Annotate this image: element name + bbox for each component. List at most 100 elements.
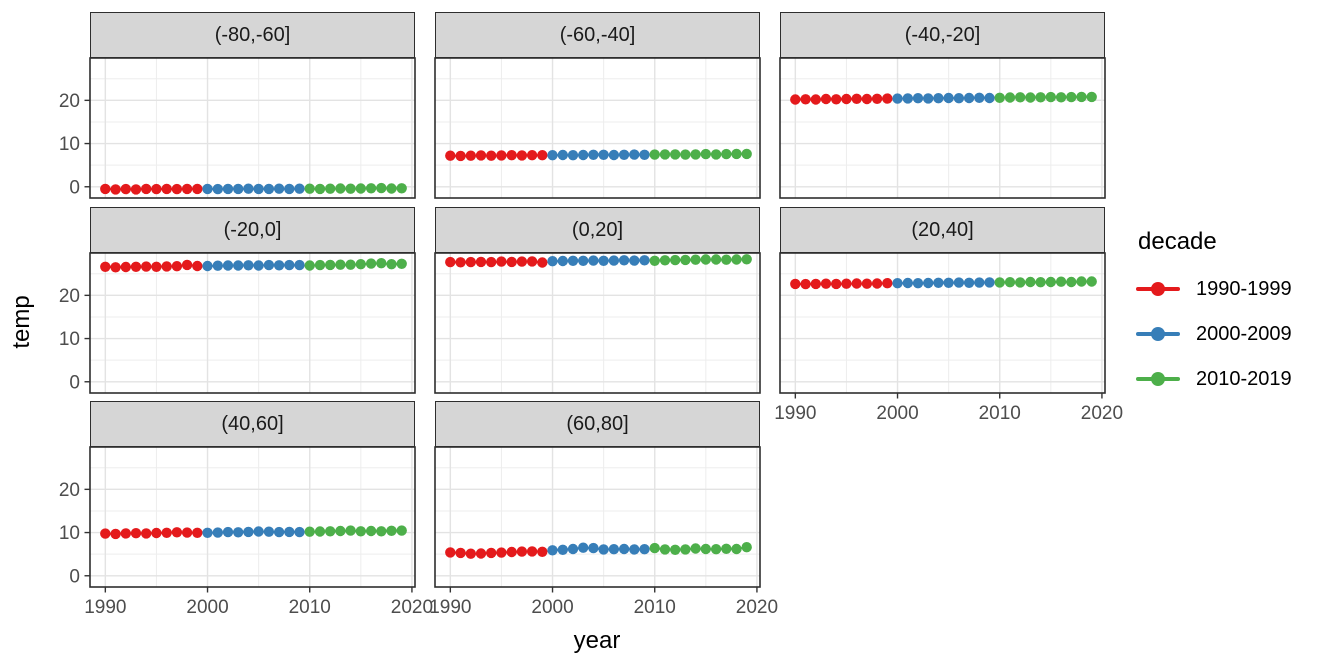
data-point xyxy=(120,528,131,539)
data-point xyxy=(171,183,183,195)
legend-title: decade xyxy=(1138,228,1217,255)
points-2010-2019 xyxy=(649,542,752,555)
data-point xyxy=(547,256,558,267)
data-point xyxy=(171,261,183,272)
data-point xyxy=(212,183,223,195)
data-point xyxy=(731,254,742,265)
gridlines xyxy=(90,447,415,587)
data-point xyxy=(639,255,650,266)
data-point xyxy=(253,526,264,537)
points-2000-2009 xyxy=(202,526,305,538)
data-point xyxy=(933,277,944,288)
data-point xyxy=(1035,277,1046,288)
data-point xyxy=(141,528,152,539)
facet-5: (20,40] 1990 2000 2010 2020 xyxy=(732,207,1123,431)
x-axis-tick-label: 2000 xyxy=(876,403,918,424)
data-point xyxy=(639,149,650,160)
data-point xyxy=(386,259,397,270)
data-point xyxy=(639,544,650,555)
data-point xyxy=(202,527,213,538)
data-point xyxy=(355,259,366,270)
data-point xyxy=(567,543,579,555)
data-point xyxy=(396,183,407,194)
legend: decade 1990-1999 2000-2009 2010-2019 xyxy=(1136,228,1292,411)
data-point xyxy=(1055,276,1067,287)
data-point xyxy=(831,94,842,105)
x-axis-tick-label: 1990 xyxy=(84,597,126,618)
legend-entry: 2000-2009 xyxy=(1136,321,1292,347)
data-point xyxy=(304,260,315,271)
data-point xyxy=(912,93,924,104)
data-point xyxy=(465,548,476,559)
x-axis-tick-label: 2000 xyxy=(531,597,573,618)
data-point xyxy=(365,183,377,194)
data-point xyxy=(212,527,223,538)
data-point xyxy=(455,257,466,268)
legend-key-icon xyxy=(1136,369,1180,389)
facet-2: (-40,-20] xyxy=(732,12,1111,236)
data-point xyxy=(110,184,121,195)
points-1990-1999 xyxy=(790,93,893,105)
data-point xyxy=(810,94,821,105)
data-point xyxy=(741,148,752,160)
data-point xyxy=(284,526,295,538)
data-point xyxy=(130,261,142,272)
data-point xyxy=(1066,276,1077,288)
data-point xyxy=(588,149,599,160)
data-point xyxy=(243,260,254,271)
data-point xyxy=(151,183,162,195)
data-point xyxy=(526,546,538,557)
data-point xyxy=(365,258,377,269)
data-point xyxy=(700,254,711,265)
data-point xyxy=(1045,91,1056,103)
data-point xyxy=(486,150,497,161)
points-1990-1999 xyxy=(100,183,203,195)
facet-strip-label: (40,60] xyxy=(90,401,415,447)
y-axis-tick-label: 20 xyxy=(59,480,80,501)
data-point xyxy=(892,278,903,289)
facet-6: (40,60] 0 10 20 1990 2000 2010 2020 xyxy=(42,401,433,625)
data-point xyxy=(192,183,203,195)
data-point xyxy=(974,277,985,288)
data-point xyxy=(110,262,121,273)
data-point xyxy=(567,150,579,161)
data-point xyxy=(831,278,842,290)
data-point xyxy=(465,150,476,161)
gridlines xyxy=(435,58,760,198)
facet-plot-area: 0 10 20 1990 2000 2010 2020 xyxy=(59,446,433,618)
x-axis-tick-label: 1990 xyxy=(429,597,471,618)
data-point xyxy=(345,259,356,270)
data-point xyxy=(984,277,995,288)
data-point xyxy=(325,526,336,537)
data-point xyxy=(526,256,538,267)
data-point xyxy=(130,528,142,539)
facet-3: (-20,0] 0 10 20 xyxy=(42,207,421,431)
data-point xyxy=(598,255,609,266)
facet-plot-area: 0 10 20 xyxy=(59,252,416,394)
data-point xyxy=(629,255,640,266)
data-point xyxy=(243,183,254,194)
data-point xyxy=(161,527,172,538)
data-point xyxy=(902,277,913,289)
data-point xyxy=(294,183,305,194)
data-point xyxy=(345,183,356,194)
facet-4: (0,20] xyxy=(387,207,766,431)
gridlines xyxy=(780,253,1105,393)
data-point xyxy=(741,254,752,265)
data-point xyxy=(690,149,701,160)
data-point xyxy=(578,255,589,266)
data-point xyxy=(690,543,701,554)
data-point xyxy=(588,542,599,554)
data-point xyxy=(710,254,722,265)
x-axis-tick-label: 1990 xyxy=(774,403,816,424)
data-point xyxy=(710,544,722,555)
data-point xyxy=(263,259,275,271)
data-point xyxy=(181,259,193,271)
data-point xyxy=(1076,91,1087,103)
data-point xyxy=(314,526,326,537)
gridlines xyxy=(780,58,1105,198)
data-point xyxy=(496,150,507,161)
data-point xyxy=(233,527,244,538)
data-point xyxy=(963,92,975,104)
gridlines xyxy=(435,447,760,587)
